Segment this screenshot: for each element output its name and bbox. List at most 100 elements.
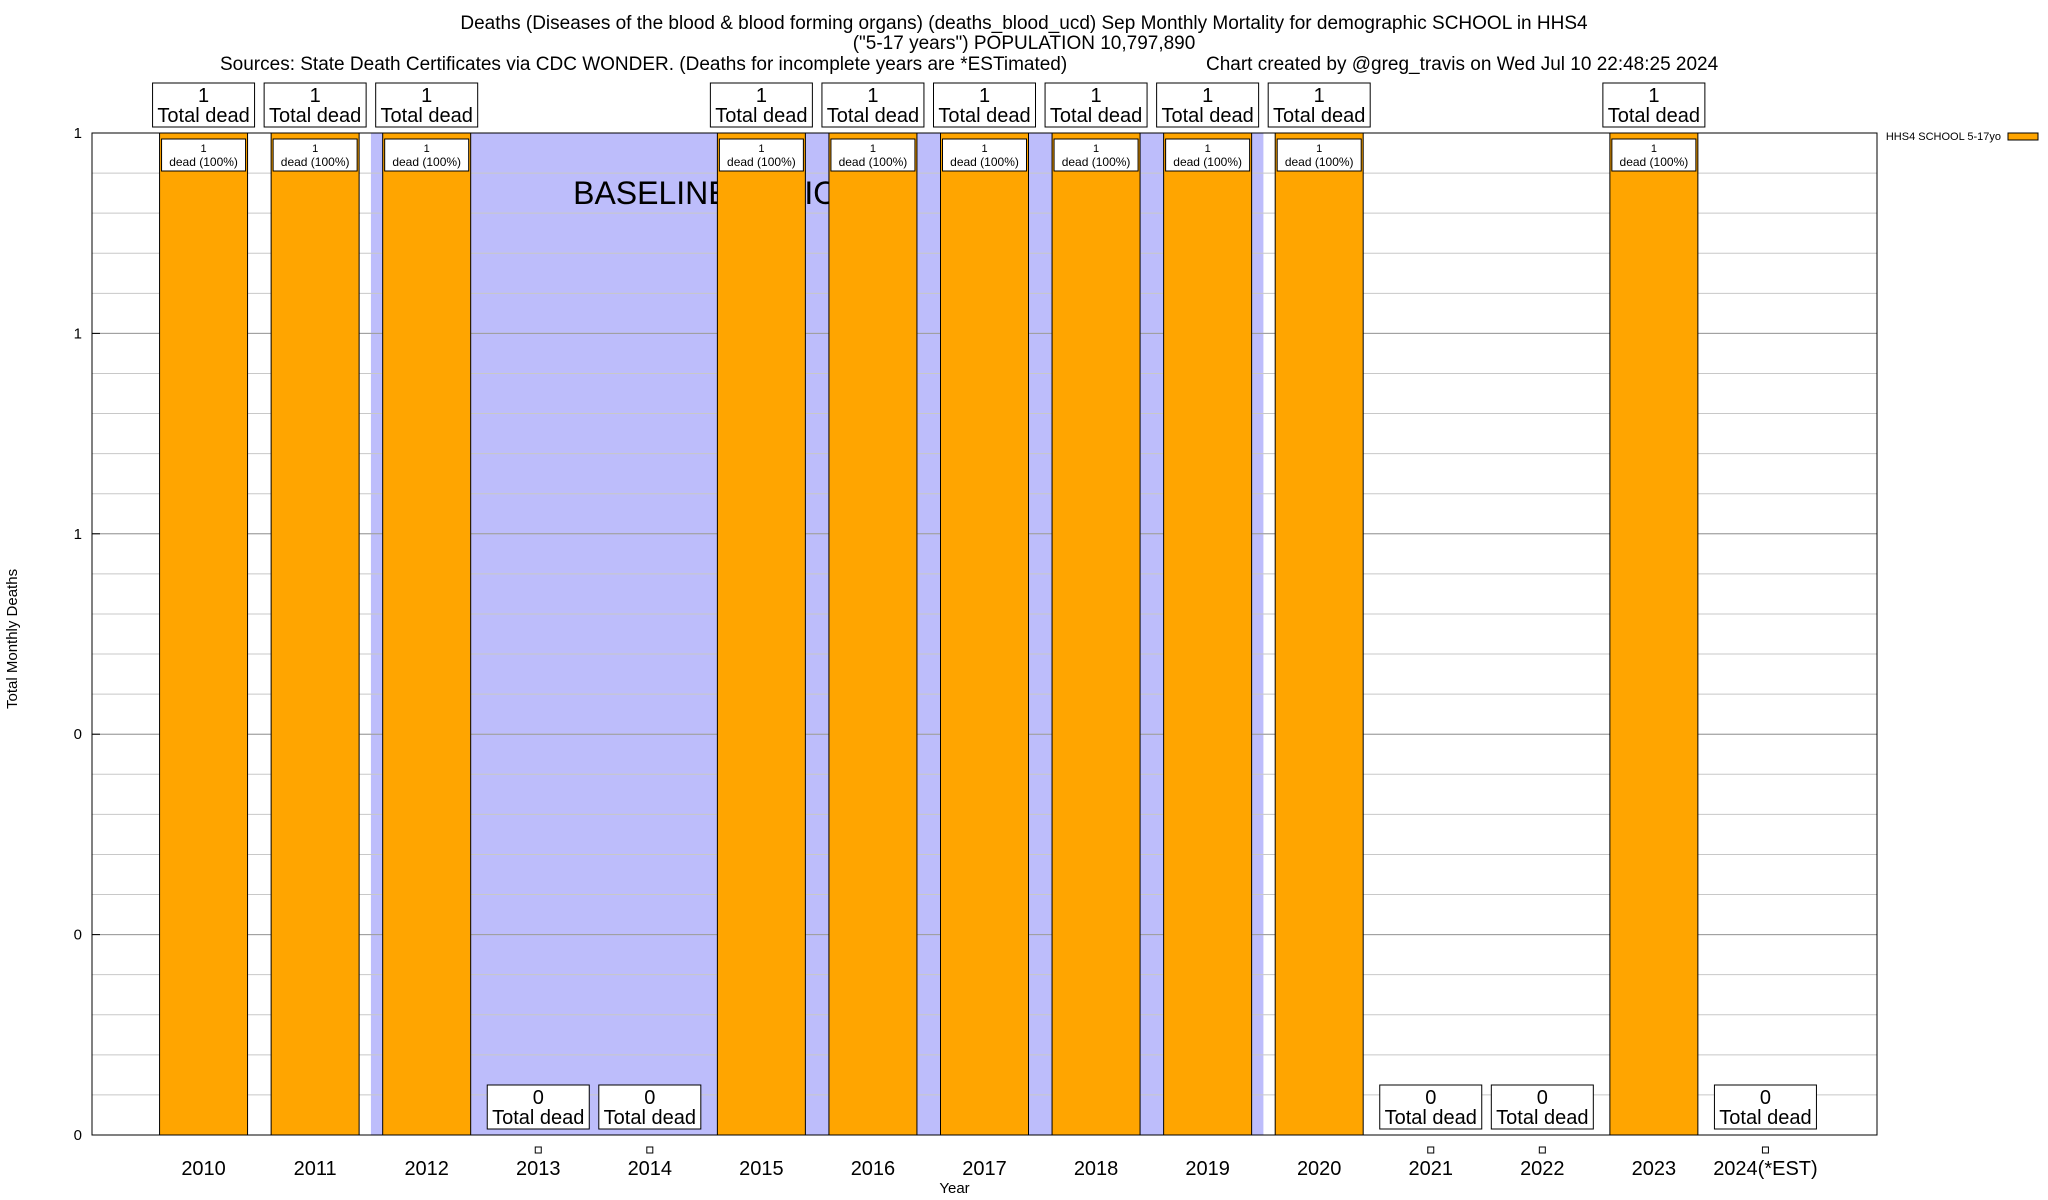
- x-tick-label: 2018: [1074, 1158, 1119, 1180]
- total-label-count: 1: [1314, 85, 1325, 107]
- bar-inner-label-text: dead (100%): [1620, 155, 1689, 169]
- bar-inner-label-box: [1276, 138, 1362, 172]
- total-label-count: 1: [1091, 85, 1102, 107]
- sources-text: Sources: State Death Certificates via CD…: [220, 54, 1068, 75]
- total-label-count: 1: [1202, 85, 1213, 107]
- bar: [828, 132, 918, 1136]
- total-label-count: 1: [198, 85, 209, 107]
- total-label-text: Total dead: [1385, 1107, 1477, 1129]
- total-label-box: [263, 82, 367, 128]
- y-tick-label: 1: [74, 125, 82, 142]
- title-line-2: ("5-17 years") POPULATION 10,797,890: [852, 33, 1196, 54]
- total-label-text: Total dead: [1719, 1107, 1811, 1129]
- total-label-box: [486, 1084, 590, 1130]
- zero-marker: [534, 1146, 542, 1154]
- bar-inner-label-count: 1: [1316, 143, 1322, 155]
- total-label-count: 0: [1537, 1087, 1548, 1109]
- bar-inner-label-count: 1: [1205, 143, 1211, 155]
- bar: [159, 132, 249, 1136]
- bar-inner-label-text: dead (100%): [169, 155, 238, 169]
- bar-inner-label-text: dead (100%): [1285, 155, 1354, 169]
- bar-inner-label-count: 1: [201, 143, 207, 155]
- total-label-text: Total dead: [938, 105, 1030, 127]
- x-tick-label: 2022: [1520, 1158, 1565, 1180]
- zero-marker: [1538, 1146, 1546, 1154]
- total-label-count: 1: [979, 85, 990, 107]
- x-tick-label: 2017: [962, 1158, 1007, 1180]
- bar-inner-label-box: [942, 138, 1027, 172]
- y-tick-label: 0: [74, 927, 82, 944]
- total-label-count: 0: [533, 1087, 544, 1109]
- bar-inner-label-box: [718, 138, 804, 172]
- bar-inner-label-count: 1: [870, 143, 876, 155]
- total-label-text: Total dead: [1273, 105, 1365, 127]
- bar: [1609, 132, 1699, 1136]
- total-label-text: Total dead: [157, 105, 249, 127]
- total-label-box: [1044, 82, 1148, 128]
- bar: [716, 132, 806, 1136]
- bar-inner-label-text: dead (100%): [1173, 155, 1242, 169]
- y-tick-label: 0: [74, 726, 82, 743]
- x-tick-label: 2010: [181, 1158, 226, 1180]
- x-tick-label: 2013: [516, 1158, 561, 1180]
- total-label-count: 0: [1760, 1087, 1771, 1109]
- bar-inner-label-count: 1: [1651, 143, 1657, 155]
- total-label-box: [1156, 82, 1260, 128]
- total-label-box: [821, 82, 925, 128]
- title-line-1: Deaths (Diseases of the blood & blood fo…: [460, 13, 1588, 34]
- total-label-box: [1267, 82, 1371, 128]
- credit-text: Chart created by @greg_travis on Wed Jul…: [1206, 54, 1719, 75]
- bar-inner-label-text: dead (100%): [392, 155, 461, 169]
- legend-label: HHS4 SCHOOL 5-17yo: [1886, 131, 2001, 143]
- bar-inner-label-box: [1165, 138, 1251, 172]
- x-tick-label: 2011: [294, 1158, 337, 1180]
- bar-inner-label-text: dead (100%): [281, 155, 350, 169]
- bar-inner-label-text: dead (100%): [839, 155, 908, 169]
- bar: [1051, 132, 1141, 1136]
- total-label-text: Total dead: [1050, 105, 1142, 127]
- total-label-box: [1490, 1084, 1594, 1130]
- bar: [940, 132, 1029, 1136]
- zero-marker: [646, 1146, 654, 1154]
- total-label-count: 0: [644, 1087, 655, 1109]
- bar-inner-label-count: 1: [424, 143, 430, 155]
- bar-inner-label-count: 1: [758, 143, 764, 155]
- total-label-count: 1: [1648, 85, 1659, 107]
- total-label-box: [152, 82, 256, 128]
- x-tick-label: 2015: [739, 1158, 784, 1180]
- x-tick-label: 2016: [851, 1158, 896, 1180]
- x-tick-label: 2021: [1409, 1158, 1454, 1180]
- bar-inner-label-text: dead (100%): [1062, 155, 1131, 169]
- bar-inner-label-count: 1: [1093, 143, 1099, 155]
- bar: [1274, 132, 1364, 1136]
- x-tick-label: 2012: [404, 1158, 449, 1180]
- x-tick-label: 2023: [1632, 1158, 1677, 1180]
- total-label-box: [1713, 1084, 1817, 1130]
- total-label-count: 1: [310, 85, 321, 107]
- total-label-text: Total dead: [715, 105, 807, 127]
- bar: [270, 132, 360, 1136]
- total-label-count: 1: [756, 85, 767, 107]
- bar-inner-label-text: dead (100%): [950, 155, 1019, 169]
- total-label-text: Total dead: [269, 105, 361, 127]
- total-label-text: Total dead: [604, 1107, 696, 1129]
- y-tick-label: 1: [74, 526, 82, 543]
- y-tick-label: 0: [74, 1127, 82, 1144]
- bar-inner-label-box: [161, 138, 247, 172]
- legend-swatch: [2007, 132, 2039, 141]
- total-label-count: 1: [867, 85, 878, 107]
- zero-marker: [1761, 1146, 1769, 1154]
- zero-marker: [1427, 1146, 1435, 1154]
- bar-inner-label-count: 1: [312, 143, 318, 155]
- y-tick-label: 1: [74, 325, 82, 342]
- bar-inner-label-box: [1053, 138, 1139, 172]
- plot-border: [91, 132, 1878, 1136]
- total-label-box: [1379, 1084, 1483, 1130]
- bar-inner-label-box: [384, 138, 470, 172]
- x-tick-label: 2014: [628, 1158, 673, 1180]
- total-label-text: Total dead: [492, 1107, 584, 1129]
- total-label-box: [375, 82, 479, 128]
- total-label-box: [1602, 82, 1706, 128]
- total-label-text: Total dead: [1496, 1107, 1588, 1129]
- total-label-text: Total dead: [1608, 105, 1700, 127]
